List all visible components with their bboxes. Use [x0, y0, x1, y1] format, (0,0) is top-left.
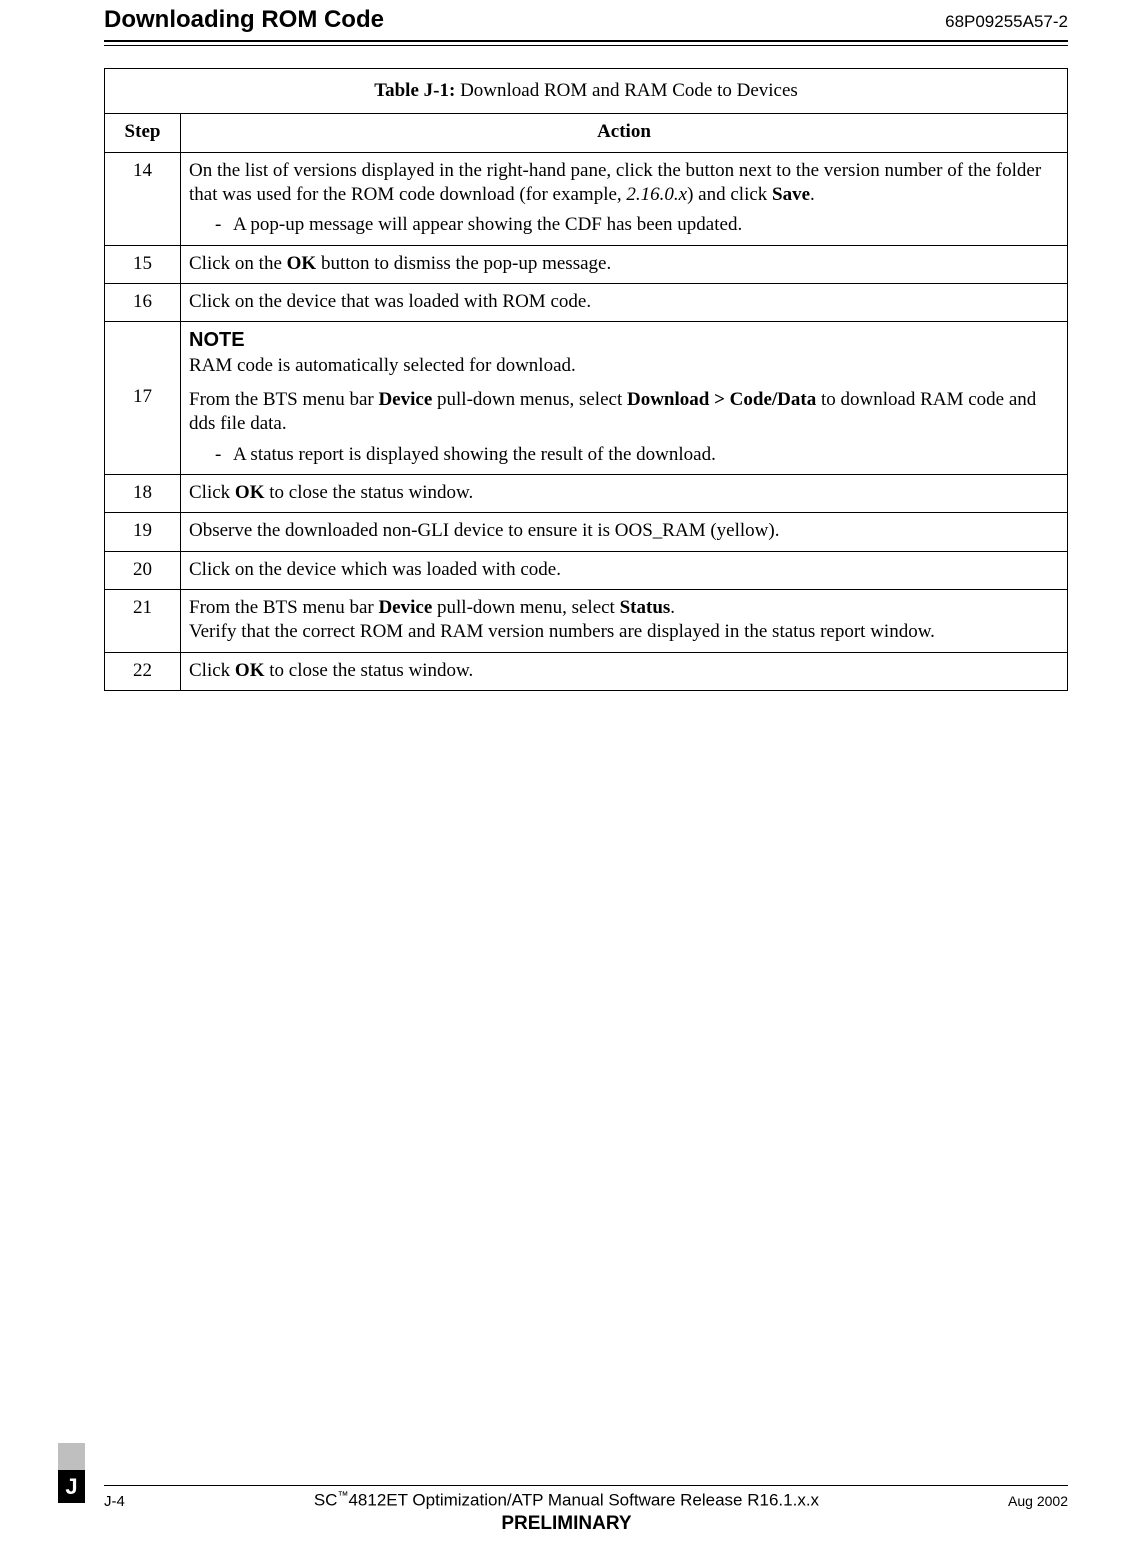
text: From the BTS menu bar	[189, 389, 378, 410]
text: Verify that the correct ROM and RAM vers…	[189, 620, 1059, 644]
text: .	[810, 184, 815, 205]
text: SC	[314, 1491, 338, 1510]
step-number: 21	[105, 589, 181, 652]
device-menu-label: Device	[378, 389, 432, 410]
preliminary-label: PRELIMINARY	[125, 1513, 1008, 1535]
header-title: Downloading ROM Code	[104, 6, 384, 34]
table-row: 15 Click on the OK button to dismiss the…	[105, 245, 1068, 283]
step-number: 18	[105, 475, 181, 513]
table-row: 16 Click on the device that was loaded w…	[105, 283, 1068, 321]
page: Downloading ROM Code 68P09255A57-2 Table…	[0, 0, 1148, 691]
text: to close the status window.	[264, 660, 473, 681]
tab-gray-box	[58, 1443, 85, 1470]
sublist: A pop-up message will appear showing the…	[189, 213, 1059, 237]
action-cell: Click on the OK button to dismiss the po…	[181, 245, 1068, 283]
text: From the BTS menu bar Device pull-down m…	[189, 388, 1059, 437]
appendix-tab: J	[58, 1443, 86, 1503]
footer-manual-title: SC™4812ET Optimization/ATP Manual Softwa…	[125, 1490, 1008, 1535]
list-item: A status report is displayed showing the…	[215, 443, 1059, 467]
action-cell: NOTE RAM code is automatically selected …	[181, 322, 1068, 475]
text: Click	[189, 660, 235, 681]
col-header-step: Step	[105, 114, 181, 152]
procedure-table: Table J-1: Download ROM and RAM Code to …	[104, 68, 1068, 691]
text: From the BTS menu bar	[189, 597, 378, 618]
footer-rule	[104, 1485, 1068, 1486]
trademark-symbol: ™	[337, 1490, 348, 1502]
header-rule-thin	[104, 45, 1068, 46]
page-footer: J-4 SC™4812ET Optimization/ATP Manual So…	[104, 1485, 1068, 1535]
table-caption-label: Table J-1:	[374, 80, 455, 101]
text: pull-down menus, select	[432, 389, 627, 410]
text: to close the status window.	[264, 482, 473, 503]
footer-row: J-4 SC™4812ET Optimization/ATP Manual So…	[104, 1490, 1068, 1535]
text: button to dismiss the pop-up message.	[316, 253, 611, 274]
table-row: 20 Click on the device which was loaded …	[105, 551, 1068, 589]
tab-letter: J	[58, 1470, 85, 1503]
step-number: 17	[105, 322, 181, 475]
text: .	[670, 597, 675, 618]
step-number: 15	[105, 245, 181, 283]
list-item: A pop-up message will appear showing the…	[215, 213, 1059, 237]
text: From the BTS menu bar Device pull-down m…	[189, 596, 1059, 620]
action-cell: Click OK to close the status window.	[181, 652, 1068, 690]
step-number: 14	[105, 152, 181, 245]
table-row: 14 On the list of versions displayed in …	[105, 152, 1068, 245]
text: pull-down menu, select	[432, 597, 619, 618]
action-cell: Click on the device which was loaded wit…	[181, 551, 1068, 589]
sublist: A status report is displayed showing the…	[189, 443, 1059, 467]
footer-date: Aug 2002	[1008, 1493, 1068, 1509]
header-rule-thick	[104, 40, 1068, 42]
table-row: 19 Observe the downloaded non-GLI device…	[105, 513, 1068, 551]
example-version: 2.16.0.x	[626, 184, 687, 205]
ok-label: OK	[287, 253, 317, 274]
table-caption: Table J-1: Download ROM and RAM Code to …	[105, 69, 1068, 114]
footer-page-number: J-4	[104, 1493, 125, 1510]
col-header-action: Action	[181, 114, 1068, 152]
text: ) and click	[687, 184, 772, 205]
text: On the list of versions displayed in the…	[189, 160, 1041, 205]
table-row: 17 NOTE RAM code is automatically select…	[105, 322, 1068, 475]
table-row: 18 Click OK to close the status window.	[105, 475, 1068, 513]
download-codedata-label: Download > Code/Data	[627, 389, 816, 410]
note-label: NOTE	[189, 328, 1059, 354]
header-doc-number: 68P09255A57-2	[945, 12, 1068, 32]
note-text: RAM code is automatically selected for d…	[189, 354, 1059, 378]
device-menu-label: Device	[378, 597, 432, 618]
page-header: Downloading ROM Code 68P09255A57-2	[104, 0, 1068, 34]
text: Click on the	[189, 253, 287, 274]
action-cell: Click OK to close the status window.	[181, 475, 1068, 513]
step-number: 22	[105, 652, 181, 690]
table-caption-text: Download ROM and RAM Code to Devices	[455, 80, 798, 101]
step-number: 19	[105, 513, 181, 551]
action-cell: On the list of versions displayed in the…	[181, 152, 1068, 245]
step-number: 20	[105, 551, 181, 589]
table-row: 21 From the BTS menu bar Device pull-dow…	[105, 589, 1068, 652]
action-cell: From the BTS menu bar Device pull-down m…	[181, 589, 1068, 652]
table-row: 22 Click OK to close the status window.	[105, 652, 1068, 690]
ok-label: OK	[235, 482, 265, 503]
save-label: Save	[772, 184, 810, 205]
text: Click	[189, 482, 235, 503]
step-number: 16	[105, 283, 181, 321]
action-cell: Observe the downloaded non-GLI device to…	[181, 513, 1068, 551]
text: 4812ET Optimization/ATP Manual Software …	[348, 1491, 819, 1510]
ok-label: OK	[235, 660, 265, 681]
status-label: Status	[620, 597, 671, 618]
action-cell: Click on the device that was loaded with…	[181, 283, 1068, 321]
